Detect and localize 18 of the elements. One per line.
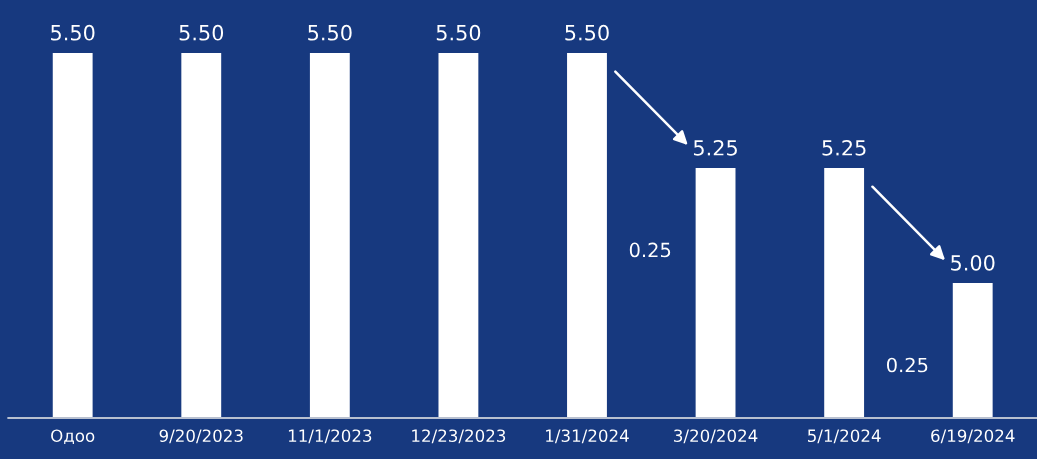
annotation: 0.25 [629,242,671,258]
annotation: 0.25 [886,357,928,373]
x-tick-label: 6/19/2024 [931,429,1015,444]
data-label: 5.50 [179,24,224,41]
x-tick-label: 11/1/2023 [288,429,372,444]
data-label: 5.50 [51,24,95,41]
x-tick-label: 3/20/2024 [674,429,758,444]
data-label: 5.50 [565,24,609,41]
x-tick-label: 5/1/2024 [808,429,881,444]
x-tick-label: 9/20/2023 [159,429,243,444]
data-label: 5.25 [822,139,866,156]
x-tick-label: Одоо [51,429,95,445]
data-label: 5.50 [436,24,481,41]
data-label: 5.00 [951,254,995,271]
data-label: 5.25 [693,139,737,156]
x-tick-label: 12/23/2023 [412,429,506,444]
x-tick-label: 1/31/2024 [546,429,629,444]
data-label: 5.50 [308,24,352,41]
